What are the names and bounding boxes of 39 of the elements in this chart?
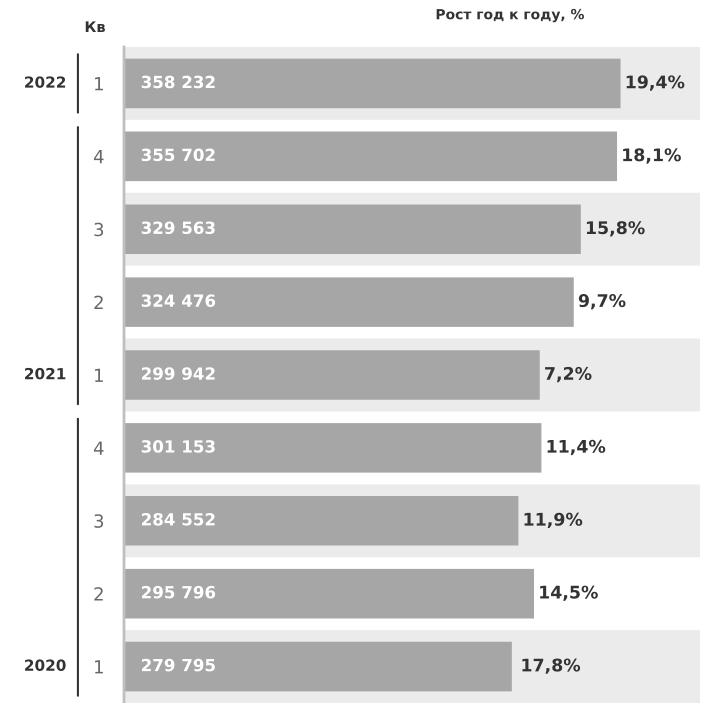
annotation: 11,9% [524,512,582,528]
data-label: 324 476 [142,294,216,307]
y-tick-label: 2 [94,587,103,601]
bar [124,350,540,400]
text: 2022 [25,76,66,88]
text: 18,1% [623,148,681,164]
y-tick-label: 3 [94,514,104,528]
y-tick-label: 2 [94,296,103,309]
y-tick-label: 1 [95,660,103,674]
data-label: 299 942 [142,367,215,380]
y-tick-label: 1 [95,77,103,90]
data-label: 284 552 [142,513,215,526]
y-axis-title: Кв [86,21,105,32]
data-label: 358 232 [142,76,215,88]
y-tick-label: 4 [94,442,104,455]
y-tick-label: 3 [94,222,104,236]
bar [124,277,574,327]
annotation: 15,8% [586,221,645,236]
y-tick-label: 4 [94,150,104,164]
y-tick-label: 1 [95,368,103,382]
bar [124,496,518,546]
annotation: 9,7% [578,294,626,310]
chart-title: Рост год к году, % [436,8,584,22]
annotation: 11,4% [548,440,606,456]
data-label: 295 796 [142,586,216,599]
data-label: 355 702 [142,148,215,162]
data-label: 279 795 [142,658,215,672]
data-label: 329 563 [142,221,215,234]
annotation: 7,2% [545,366,592,382]
bar [124,642,512,692]
data-label: 301 153 [142,440,215,453]
bar [124,423,542,473]
bar [124,568,534,618]
text: 2020 [25,659,66,671]
annotation: 14,5% [540,586,598,601]
text: 19,4% [626,75,684,91]
bar [124,132,618,182]
text: 2021 [25,368,66,380]
annotation: 17,8% [522,658,580,674]
